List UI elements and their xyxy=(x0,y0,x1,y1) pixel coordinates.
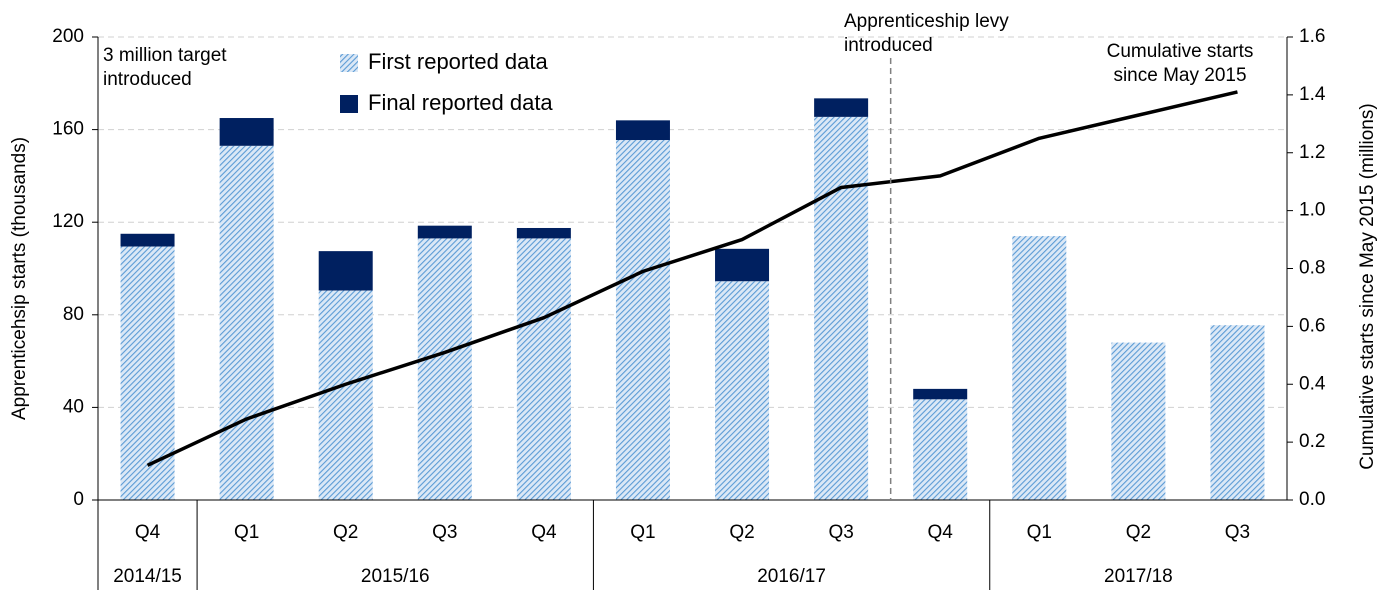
annotation: Cumulative starts xyxy=(1107,41,1254,62)
bar xyxy=(120,246,175,500)
y-tick-label: 200 xyxy=(52,26,84,47)
bar xyxy=(814,116,869,501)
bar xyxy=(1111,342,1166,500)
bar xyxy=(715,248,770,282)
bar xyxy=(913,388,968,400)
x-tick-label: Q4 xyxy=(928,522,954,543)
bar xyxy=(814,98,869,117)
legend-label: First reported data xyxy=(368,49,549,74)
x-tick-label: Q3 xyxy=(828,522,853,543)
y-tick-label: 160 xyxy=(52,119,84,140)
bar xyxy=(516,238,571,500)
y2-tick-label: 0.6 xyxy=(1299,315,1325,336)
y2-tick-label: 1.0 xyxy=(1299,200,1325,221)
x-group-label: 2014/15 xyxy=(113,566,182,587)
y-axis-label: Apprenticehsip starts (thousands) xyxy=(9,137,30,420)
bar xyxy=(516,227,571,239)
legend-label: Final reported data xyxy=(368,90,553,115)
y2-axis-label: Cumulative starts since May 2015 (millio… xyxy=(1357,103,1378,469)
x-group-label: 2015/16 xyxy=(361,566,430,587)
bar xyxy=(715,281,770,500)
y2-tick-label: 0.8 xyxy=(1299,258,1325,279)
bar xyxy=(318,251,373,291)
x-tick-label: Q4 xyxy=(135,522,161,543)
y-tick-label: 120 xyxy=(52,211,84,232)
bar xyxy=(913,399,968,500)
bar xyxy=(615,120,670,141)
y2-tick-label: 1.4 xyxy=(1299,84,1326,105)
x-tick-label: Q3 xyxy=(1225,522,1250,543)
bar xyxy=(615,140,670,500)
bar xyxy=(417,225,472,239)
annotation: Apprenticeship levy xyxy=(844,11,1009,32)
bar xyxy=(219,145,274,500)
annotation: introduced xyxy=(103,69,192,90)
y-tick-label: 40 xyxy=(63,396,84,417)
annotation: introduced xyxy=(844,35,933,56)
legend-swatch xyxy=(340,95,358,113)
y-tick-label: 80 xyxy=(63,304,84,325)
bar xyxy=(1012,236,1067,500)
y2-tick-label: 0.0 xyxy=(1299,489,1325,510)
line xyxy=(146,90,1238,467)
bar xyxy=(219,118,274,146)
bar xyxy=(417,238,472,500)
bar xyxy=(1210,325,1265,500)
x-group-label: 2017/18 xyxy=(1104,566,1173,587)
x-tick-label: Q1 xyxy=(1027,522,1052,543)
bar xyxy=(318,290,373,500)
x-tick-label: Q2 xyxy=(729,522,754,543)
x-tick-label: Q2 xyxy=(1126,522,1151,543)
x-tick-label: Q1 xyxy=(630,522,655,543)
x-group-label: 2016/17 xyxy=(757,566,826,587)
annotation: 3 million target xyxy=(103,45,227,66)
y2-tick-label: 0.4 xyxy=(1299,373,1326,394)
y2-tick-label: 1.6 xyxy=(1299,26,1325,47)
bar xyxy=(120,233,175,247)
x-tick-label: Q3 xyxy=(432,522,457,543)
x-tick-label: Q4 xyxy=(531,522,557,543)
y2-tick-label: 0.2 xyxy=(1299,431,1325,452)
legend-swatch xyxy=(340,54,358,72)
x-tick-label: Q2 xyxy=(333,522,358,543)
y2-tick-label: 1.2 xyxy=(1299,142,1325,163)
annotation: since May 2015 xyxy=(1113,65,1246,86)
x-tick-label: Q1 xyxy=(234,522,259,543)
y-tick-label: 0 xyxy=(73,489,84,510)
